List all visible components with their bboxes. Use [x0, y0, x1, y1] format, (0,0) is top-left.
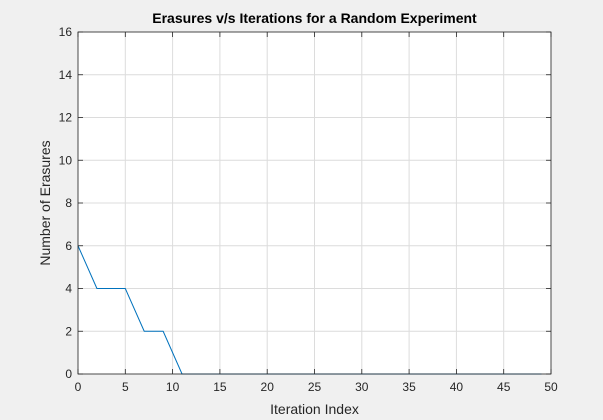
y-tick-label: 2 [65, 324, 72, 338]
x-tick-label: 35 [402, 380, 416, 394]
x-tick-label: 10 [166, 380, 180, 394]
x-tick-label: 15 [213, 380, 227, 394]
y-axis-label: Number of Erasures [37, 140, 53, 265]
x-tick-label: 45 [497, 380, 511, 394]
x-tick-label: 0 [75, 380, 82, 394]
y-tick-label: 4 [65, 282, 72, 296]
x-tick-label: 25 [308, 380, 322, 394]
y-tick-label: 10 [59, 153, 73, 167]
x-tick-label: 50 [544, 380, 558, 394]
y-tick-label: 8 [65, 196, 72, 210]
x-tick-label: 20 [261, 380, 275, 394]
y-tick-label: 14 [59, 68, 73, 82]
y-tick-label: 6 [65, 239, 72, 253]
x-tick-label: 30 [355, 380, 369, 394]
tick-labels: 0 5 10 15 20 25 30 35 40 45 50 0 2 4 6 8 10 12 14 16 [59, 25, 558, 394]
x-axis-label: Iteration Index [270, 401, 359, 417]
x-tick-label: 40 [450, 380, 464, 394]
x-tick-label: 5 [122, 380, 129, 394]
y-tick-label: 16 [59, 25, 73, 39]
tick-marks [77, 31, 552, 375]
y-tick-label: 12 [59, 111, 73, 125]
chart-title: Erasures v/s Iterations for a Random Exp… [152, 10, 477, 26]
y-tick-label: 0 [65, 367, 72, 381]
